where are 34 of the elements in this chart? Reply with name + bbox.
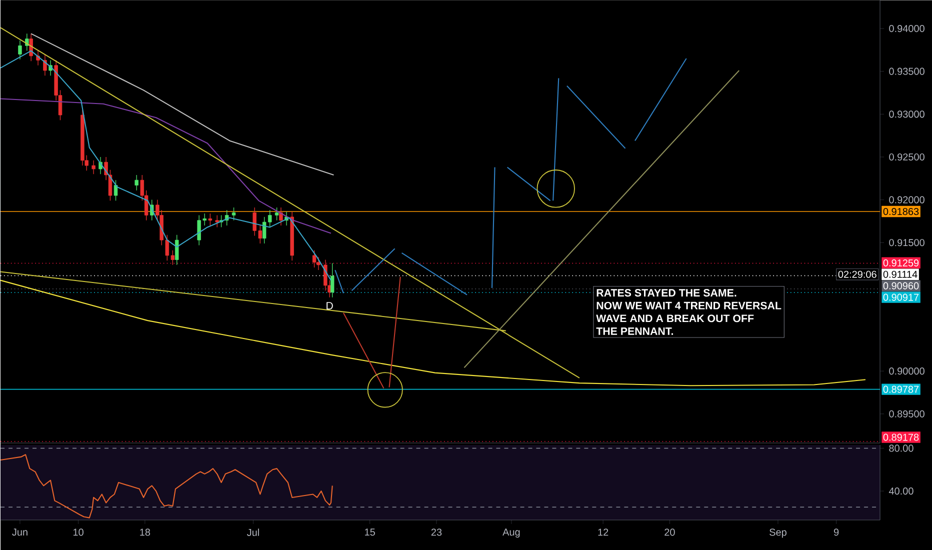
x-tick-label: 15: [365, 528, 375, 536]
ref-line-label: 0.90960: [883, 282, 919, 290]
ref-line-label: 0.91114: [883, 270, 918, 278]
x-tick-label: 23: [431, 528, 442, 536]
ref-line-label: 0.90917: [883, 294, 919, 301]
y-tick-label: 40.00: [888, 488, 914, 495]
y-tick-label: 0.94000: [889, 25, 924, 32]
annotation: 02:29:06: [838, 270, 876, 278]
x-tick-label: Aug: [502, 528, 520, 538]
x-tick-label: 10: [73, 528, 84, 536]
x-tick-label: 12: [598, 528, 608, 536]
annotation: D: [326, 302, 333, 310]
x-tick-label: Sep: [770, 528, 786, 538]
annotation: WAVE AND A BREAK OUT OFF: [596, 314, 754, 322]
x-tick-label: Jun: [12, 528, 28, 536]
y-tick-label: 0.90000: [889, 368, 924, 375]
x-tick-label: Jul: [246, 528, 259, 536]
y-tick-label: 0.92500: [889, 153, 924, 161]
y-tick-label: 0.89500: [889, 410, 924, 418]
ref-line-label: 0.89787: [883, 386, 919, 393]
x-tick-label: 9: [834, 528, 839, 536]
x-tick-label: 18: [140, 528, 150, 536]
ref-line-label: 0.91863: [883, 208, 919, 216]
y-tick-label: 80.00: [889, 444, 914, 452]
y-tick-label: 0.92000: [889, 196, 924, 204]
y-tick-label: 0.93000: [889, 110, 924, 118]
annotation: THE PENNANT.: [596, 328, 673, 335]
annotation: NOW WE WAIT 4 TREND REVERSAL: [596, 302, 782, 310]
y-tick-label: 0.91500: [889, 239, 924, 246]
ref-line-label: 0.91259: [883, 259, 919, 266]
ref-line-label: 0.89178: [883, 434, 919, 441]
y-tick-label: 0.93500: [889, 68, 924, 75]
annotation: RATES STAYED THE SAME.: [596, 289, 736, 297]
x-tick-label: 20: [664, 528, 675, 536]
